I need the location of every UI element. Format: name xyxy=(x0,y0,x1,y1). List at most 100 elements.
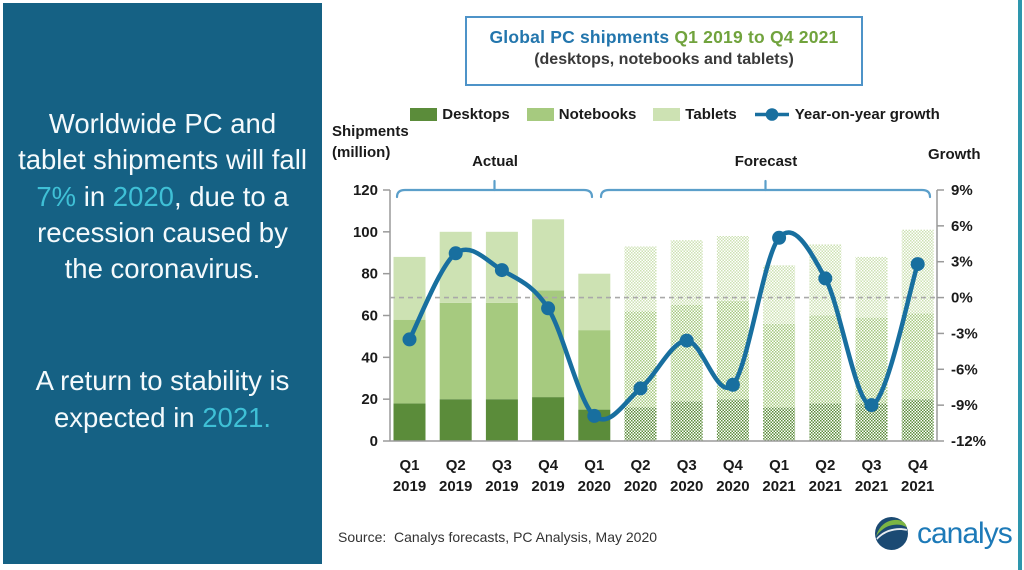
bar-Q1-2019 xyxy=(393,256,426,441)
tick-label: -6% xyxy=(951,361,978,378)
actual-section-label: Actual xyxy=(472,153,518,170)
bar-segment-notebooks xyxy=(670,305,703,402)
tick-label: Q4 xyxy=(723,457,744,474)
tick-label: Q1 xyxy=(769,457,789,474)
bar-Q3-2021 xyxy=(855,256,888,441)
tick-label: 20 xyxy=(361,391,378,408)
bar-segment-tablets xyxy=(716,236,749,301)
bar-segment-desktops xyxy=(716,399,749,441)
tick-label: Q3 xyxy=(492,457,512,474)
tick-label: -12% xyxy=(951,433,986,450)
sidebar-paragraph-2: A return to stability is expected in 202… xyxy=(3,363,322,436)
legend-swatch-desktops-icon xyxy=(410,107,438,121)
canalys-wordmark: canalys xyxy=(917,516,1013,550)
growth-point-Q1-2020 xyxy=(587,408,602,423)
legend-item-notebooks: Notebooks xyxy=(526,106,636,123)
growth-point-Q4-2019 xyxy=(541,301,556,316)
chart-title-segment: Global PC shipments xyxy=(489,27,675,47)
canalys-logo: canalys xyxy=(873,515,1013,552)
tick-label: 100 xyxy=(353,224,378,241)
chart-legend: Desktops Notebooks Tablets Year-on-year gro… xyxy=(392,103,958,125)
globe-highlight xyxy=(876,528,907,540)
growth-point-Q4-2020 xyxy=(725,377,740,392)
bar-segment-notebooks xyxy=(809,315,842,404)
sidebar-accent-text: 2020 xyxy=(112,180,174,212)
legend-item-tablets: Tablets xyxy=(653,106,737,123)
sidebar-text: in xyxy=(76,180,113,212)
bar-Q4-2020 xyxy=(716,236,749,441)
tick-label: Q2 xyxy=(815,457,835,474)
bar-segment-desktops xyxy=(763,407,796,441)
growth-point-Q1-2019 xyxy=(402,332,417,347)
tick-label: 2019 xyxy=(531,478,564,495)
bar-segment-desktops xyxy=(809,403,842,441)
tick-label: 2019 xyxy=(393,478,426,495)
bar-segment-notebooks xyxy=(763,323,796,408)
growth-point-Q2-2019 xyxy=(448,246,463,261)
bar-Q2-2019 xyxy=(439,231,472,441)
tick-label: -3% xyxy=(951,325,978,342)
tick-label: 2020 xyxy=(670,478,703,495)
growth-point-Q2-2021 xyxy=(818,271,833,286)
axes-group xyxy=(383,189,944,442)
globe-swoosh xyxy=(876,519,907,537)
legend-item-desktops: Desktops xyxy=(410,106,510,123)
tick-label: Q1 xyxy=(584,457,604,474)
left-axis-title-line1: Shipments xyxy=(332,123,409,140)
tick-label: Q1 xyxy=(399,457,419,474)
tick-label: 80 xyxy=(361,266,378,283)
source-attribution: Source: Canalys forecasts, PC Analysis, … xyxy=(338,529,658,545)
legend-swatch-notebooks-icon xyxy=(526,107,554,121)
bar-segment-tablets xyxy=(624,246,657,312)
tick-label: 2019 xyxy=(439,478,472,495)
bar-segment-notebooks xyxy=(901,313,934,400)
growth-line xyxy=(407,230,920,422)
tick-label: 2019 xyxy=(485,478,518,495)
legend-item-growth-line: Year-on-year growth xyxy=(754,106,940,123)
sidebar-accent-text: 7% xyxy=(36,180,77,212)
tick-label: Q4 xyxy=(908,457,929,474)
bar-segment-notebooks xyxy=(439,302,472,400)
tick-label: 2021 xyxy=(901,478,934,495)
tick-label: 2021 xyxy=(762,478,795,495)
growth-point-Q3-2020 xyxy=(679,333,694,348)
tick-label: Q3 xyxy=(861,457,881,474)
bar-segment-desktops xyxy=(624,407,657,441)
tick-label: Q4 xyxy=(538,457,559,474)
bar-segment-desktops xyxy=(485,399,518,441)
tick-label: 3% xyxy=(951,254,973,271)
tick-label: 2021 xyxy=(809,478,842,495)
bar-Q2-2021 xyxy=(809,244,842,441)
sidebar-accent-text: 2021. xyxy=(202,401,272,433)
chart-title-box: Global PC shipments Q1 2019 to Q4 2021 (… xyxy=(465,16,863,86)
chart-subtitle: (desktops, notebooks and tablets) xyxy=(534,51,794,68)
left-axis-title-line2: (million) xyxy=(332,144,391,161)
tick-label: 60 xyxy=(361,308,378,325)
legend-label: Year-on-year growth xyxy=(794,105,940,123)
tick-label: Q2 xyxy=(630,457,650,474)
chart-title: Global PC shipments Q1 2019 to Q4 2021 xyxy=(467,27,861,48)
bar-segment-tablets xyxy=(578,273,611,331)
chart-panel: Global PC shipments Q1 2019 to Q4 2021 (… xyxy=(322,0,1024,570)
growth-point-Q3-2019 xyxy=(494,263,509,278)
tick-label: 9% xyxy=(951,182,973,199)
sidebar-text: A return to stability is expected in xyxy=(35,365,290,433)
tick-label: Q2 xyxy=(446,457,466,474)
bar-segment-tablets xyxy=(855,256,888,318)
bar-segment-desktops xyxy=(670,401,703,441)
bar-segment-desktops xyxy=(393,403,426,441)
shipments-growth-chart: 0 20 40 60 80 100 120 9% 6% 3% 0% -3% -6% -9% -12% Q1 20… xyxy=(353,179,986,495)
growth-line-icon xyxy=(754,107,789,121)
growth-point-Q2-2020 xyxy=(633,381,648,396)
right-edge-accent-bar xyxy=(1018,0,1022,570)
tick-label: 0% xyxy=(951,290,973,307)
bar-segment-tablets xyxy=(532,219,565,291)
bar-segment-desktops xyxy=(439,399,472,441)
forecast-section-label: Forecast xyxy=(734,153,798,170)
bar-segment-tablets xyxy=(393,256,426,320)
tick-label: 120 xyxy=(353,182,378,199)
tick-label: 0 xyxy=(370,433,378,450)
actual-bracket xyxy=(395,179,594,199)
bar-segment-notebooks xyxy=(393,319,426,404)
tick-label: 2021 xyxy=(855,478,888,495)
